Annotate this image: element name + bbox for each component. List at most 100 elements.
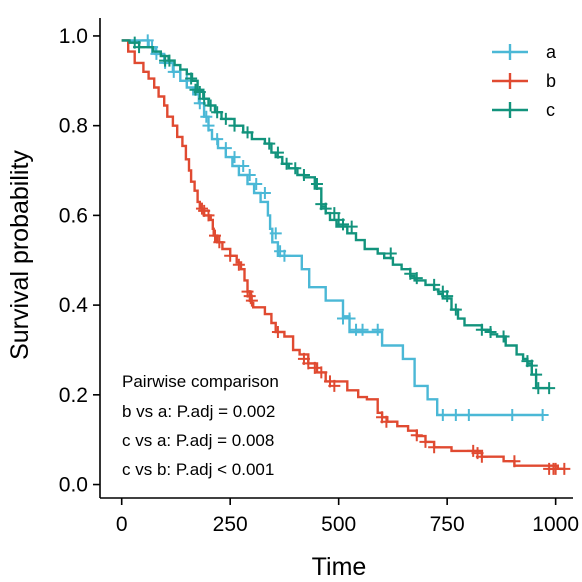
censor-mark-c bbox=[263, 137, 276, 150]
censor-mark-b bbox=[224, 249, 237, 262]
censor-mark-b bbox=[271, 326, 284, 339]
censor-mark-c bbox=[228, 119, 241, 132]
annotation-b-vs-a: b vs a: P.adj = 0.002 bbox=[122, 402, 275, 421]
censor-mark-c bbox=[211, 106, 224, 119]
censor-mark-a bbox=[258, 186, 271, 199]
x-tick-label: 500 bbox=[321, 513, 356, 536]
legend-item-a: a bbox=[492, 42, 557, 62]
censor-mark-c bbox=[441, 290, 454, 303]
censor-mark-c bbox=[310, 177, 323, 190]
censor-mark-c bbox=[241, 126, 254, 139]
censor-mark-c bbox=[319, 202, 332, 215]
censor-mark-a bbox=[237, 160, 250, 173]
annotation-title: Pairwise comparison bbox=[122, 372, 279, 391]
series-a bbox=[121, 34, 549, 422]
censor-mark-c bbox=[280, 157, 293, 170]
censor-mark-c bbox=[289, 162, 302, 175]
censor-mark-c bbox=[449, 303, 462, 316]
censor-mark-a bbox=[167, 65, 180, 78]
x-tick-label: 1000 bbox=[532, 513, 579, 536]
y-tick-label: 0.4 bbox=[59, 294, 89, 317]
censor-mark-c bbox=[219, 112, 232, 125]
legend-label-b: b bbox=[546, 71, 556, 91]
censor-mark-b bbox=[315, 366, 328, 379]
series-layer bbox=[121, 34, 571, 475]
censor-mark-c bbox=[204, 99, 217, 112]
censor-mark-a bbox=[141, 34, 154, 47]
censor-mark-c bbox=[345, 220, 358, 233]
censor-mark-a bbox=[356, 323, 369, 336]
censor-mark-a bbox=[462, 409, 475, 422]
legend-item-b: b bbox=[492, 71, 556, 91]
censor-mark-b bbox=[208, 229, 221, 242]
censor-mark-b bbox=[419, 435, 432, 448]
annotation-c-vs-b: c vs b: P.adj < 0.001 bbox=[122, 460, 274, 479]
censor-mark-a bbox=[228, 151, 241, 164]
censor-mark-c bbox=[525, 359, 538, 372]
censor-mark-a bbox=[243, 169, 256, 182]
censor-mark-b bbox=[558, 462, 571, 475]
x-axis-title: Time bbox=[312, 553, 367, 581]
y-tick-label: 0.8 bbox=[59, 115, 88, 138]
censor-mark-c bbox=[484, 326, 497, 339]
x-tick-label: 750 bbox=[430, 513, 465, 536]
y-tick-label: 0.6 bbox=[59, 204, 88, 227]
censor-mark-b bbox=[308, 361, 321, 374]
censor-mark-b bbox=[428, 441, 441, 454]
censor-mark-b bbox=[213, 236, 226, 249]
series-b bbox=[121, 39, 571, 475]
legend-label-a: a bbox=[546, 42, 557, 62]
series-c bbox=[121, 36, 556, 395]
x-axis-ticks: 0 250 500 750 1000 bbox=[116, 498, 579, 536]
censor-mark-c bbox=[532, 382, 545, 395]
censor-mark-c bbox=[297, 169, 310, 182]
censor-mark-b bbox=[508, 455, 521, 468]
legend-label-c: c bbox=[546, 100, 555, 120]
censor-mark-a bbox=[202, 119, 215, 132]
censor-mark-a bbox=[506, 409, 519, 422]
censor-mark-a bbox=[211, 133, 224, 146]
censor-mark-a bbox=[250, 177, 263, 190]
y-axis-ticks: 0.0 0.2 0.4 0.6 0.8 1.0 bbox=[59, 25, 100, 497]
censor-mark-c bbox=[271, 146, 284, 159]
censor-mark-b bbox=[475, 450, 488, 463]
censor-mark-c bbox=[163, 54, 176, 67]
x-tick-label: 250 bbox=[213, 513, 248, 536]
pairwise-annotation: Pairwise comparison b vs a: P.adj = 0.00… bbox=[122, 372, 279, 479]
censor-mark-c bbox=[530, 368, 543, 381]
y-tick-label: 0.0 bbox=[59, 474, 88, 497]
censor-mark-c bbox=[428, 278, 441, 291]
censor-mark-b bbox=[302, 357, 315, 370]
censor-mark-c bbox=[410, 272, 423, 285]
censor-mark-c bbox=[328, 207, 341, 220]
y-tick-label: 1.0 bbox=[59, 25, 88, 48]
censor-mark-b bbox=[195, 202, 208, 215]
censor-mark-c bbox=[193, 86, 206, 99]
censor-mark-c bbox=[133, 41, 146, 54]
censor-mark-b bbox=[232, 258, 245, 271]
series-line-a bbox=[121, 39, 543, 417]
censor-mark-c bbox=[497, 330, 510, 343]
censor-mark-b bbox=[245, 294, 258, 307]
censor-mark-a bbox=[278, 249, 291, 262]
series-line-c bbox=[121, 39, 550, 390]
legend-item-c: c bbox=[492, 100, 555, 120]
censor-mark-a bbox=[200, 110, 213, 123]
censor-mark-a bbox=[371, 323, 384, 336]
legend: abc bbox=[492, 42, 557, 120]
y-axis-title: Survival probability bbox=[6, 150, 34, 360]
censor-mark-a bbox=[536, 409, 549, 422]
censor-mark-b bbox=[410, 429, 423, 442]
censor-mark-c bbox=[185, 72, 198, 85]
y-tick-label: 0.2 bbox=[59, 384, 88, 407]
censor-mark-c bbox=[475, 323, 488, 336]
censor-mark-b bbox=[202, 209, 215, 222]
annotation-c-vs-a: c vs a: P.adj = 0.008 bbox=[122, 431, 274, 450]
censor-mark-b bbox=[328, 379, 341, 392]
censor-mark-a bbox=[219, 142, 232, 155]
censor-mark-c bbox=[198, 92, 211, 105]
censor-mark-a bbox=[343, 312, 356, 325]
censor-mark-c bbox=[384, 247, 397, 260]
censor-mark-a bbox=[436, 409, 449, 422]
